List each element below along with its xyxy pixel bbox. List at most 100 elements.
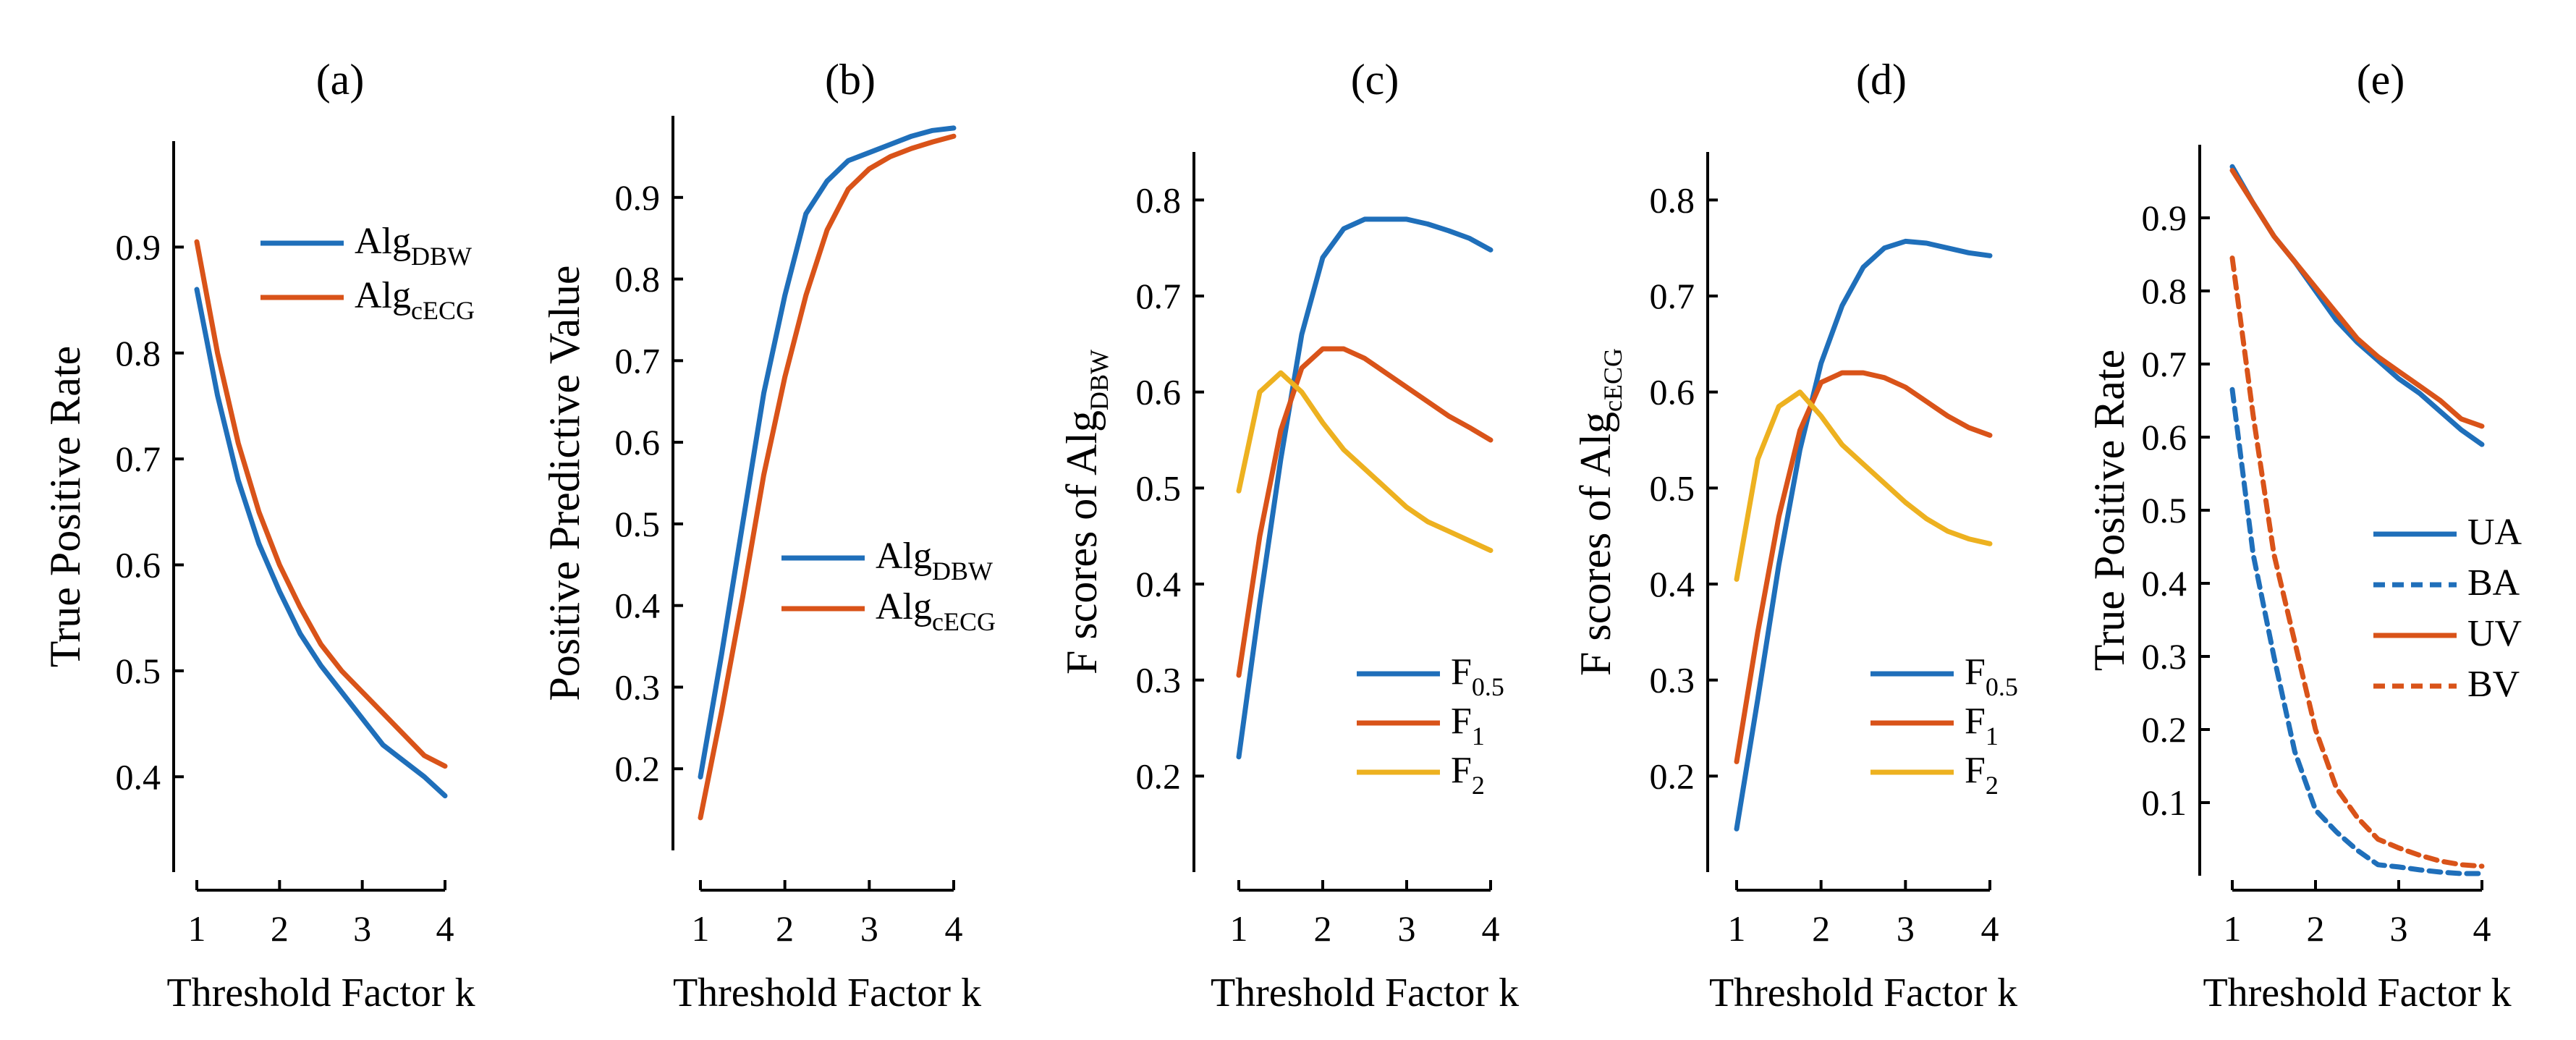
legend-label: F2 (1451, 750, 1485, 800)
y-tick-label: 0.6 (2142, 417, 2187, 457)
legend-label: UV (2467, 613, 2522, 654)
chart-title: (b) (825, 56, 876, 103)
y-axis-label: F scores of AlgDBW (1058, 350, 1114, 675)
legend-label: UA (2467, 512, 2522, 553)
y-tick-label: 0.1 (2142, 782, 2187, 823)
x-tick-label: 1 (692, 908, 710, 949)
x-tick-label: 4 (436, 908, 454, 949)
series-line-algdbw (194, 287, 448, 799)
chart-title: (c) (1351, 56, 1399, 103)
series-line-algdbw (698, 125, 957, 779)
x-tick-label: 2 (2307, 908, 2325, 949)
series-line-algcecg (698, 133, 957, 821)
y-tick-label: 0.7 (2142, 344, 2187, 384)
y-tick-label: 0.8 (1650, 179, 1695, 220)
legend-label: F1 (1965, 701, 1999, 751)
series-line-f1 (1734, 370, 1993, 764)
y-tick-label: 0.3 (1136, 660, 1182, 701)
legend-label: AlgDBW (355, 221, 472, 271)
x-tick-label: 2 (271, 908, 289, 949)
x-tick-label: 4 (1981, 908, 1999, 949)
y-tick-label: 0.5 (1650, 468, 1695, 508)
y-tick-label: 0.9 (615, 177, 661, 218)
x-axis-label: Threshold Factor k (1211, 971, 1519, 1015)
legend-label: BV (2467, 664, 2520, 705)
y-tick-label: 0.9 (2142, 198, 2187, 238)
x-tick-label: 1 (188, 908, 206, 949)
y-tick-label: 0.8 (2142, 271, 2187, 311)
x-tick-label: 4 (2473, 908, 2491, 949)
y-axis-label: Positive Predictive Value (541, 265, 588, 701)
y-tick-label: 0.5 (116, 651, 161, 691)
chart-panel-3: (c) 0.2 0.3 0.4 0.5 0.6 0.7 0.8 1 2 3 4 Threshold Fa… (1058, 56, 1519, 1015)
x-tick-label: 3 (353, 908, 371, 949)
legend: UA BA UV BV (2373, 512, 2522, 705)
y-tick-label: 0.2 (2142, 709, 2187, 750)
y-tick-label: 0.7 (615, 340, 661, 381)
y-tick-label: 0.2 (1136, 756, 1182, 796)
y-tick-label: 0.6 (1650, 372, 1695, 413)
y-tick-label: 0.9 (116, 227, 161, 267)
x-tick-label: 4 (945, 908, 963, 949)
y-tick-label: 0.4 (615, 585, 661, 626)
chart-title: (d) (1856, 56, 1907, 103)
series-line-ba (2229, 386, 2485, 876)
x-tick-label: 3 (1897, 908, 1915, 949)
legend-label: AlgcECG (355, 275, 475, 325)
y-tick-label: 0.4 (1650, 564, 1695, 604)
y-tick-label: 0.4 (116, 756, 161, 797)
series-line-f2 (1734, 389, 1993, 582)
y-tick-label: 0.5 (1136, 468, 1182, 508)
x-axis-label: Threshold Factor k (673, 971, 981, 1015)
y-tick-label: 0.3 (2142, 636, 2187, 677)
chart-panel-5: (e) 0.1 0.2 0.3 0.4 0.5 0.6 0.7 0.8 0.9 1 2 3 4 Thresh… (2085, 56, 2522, 1015)
chart-title: (e) (2357, 56, 2405, 103)
series-line-uv (2229, 167, 2485, 429)
x-tick-label: 3 (2390, 908, 2408, 949)
x-axis-label: Threshold Factor k (2203, 971, 2511, 1015)
legend-label: BA (2467, 562, 2520, 604)
x-tick-label: 2 (776, 908, 794, 949)
series-line-f2 (1236, 370, 1494, 554)
y-tick-label: 0.2 (1650, 756, 1695, 796)
legend-label: F0.5 (1965, 651, 2018, 701)
y-tick-label: 0.7 (1650, 276, 1695, 316)
y-tick-label: 0.8 (615, 259, 661, 300)
y-tick-label: 0.6 (116, 545, 161, 585)
y-tick-label: 0.6 (615, 422, 661, 462)
y-tick-label: 0.8 (116, 333, 161, 373)
y-axis-label: True Positive Rate (41, 346, 89, 667)
y-axis-label: F scores of AlgcECG (1572, 348, 1627, 676)
legend-label: AlgDBW (876, 536, 993, 585)
chart-panel-1: (a) 0.4 0.5 0.6 0.7 0.8 0.9 1 2 3 4 Threshold Facto… (41, 56, 475, 1015)
x-tick-label: 3 (1398, 908, 1416, 949)
chart-panel-4: (d) 0.2 0.3 0.4 0.5 0.6 0.7 0.8 1 2 3 4 Threshold Fa… (1572, 56, 2018, 1015)
series-line-f1 (1236, 346, 1494, 678)
x-tick-label: 3 (860, 908, 878, 949)
y-tick-label: 0.3 (1650, 660, 1695, 701)
series-line-f05 (1236, 216, 1494, 760)
legend-label: AlgcECG (876, 586, 996, 636)
y-tick-label: 0.5 (615, 504, 661, 544)
y-axis-label: True Positive Rate (2085, 350, 2133, 671)
series-line-algcecg (194, 239, 448, 769)
legend-label: F0.5 (1451, 651, 1504, 701)
x-tick-label: 2 (1812, 908, 1830, 949)
y-tick-label: 0.2 (615, 748, 661, 789)
y-tick-label: 0.5 (2142, 490, 2187, 530)
y-tick-label: 0.8 (1136, 179, 1182, 220)
y-tick-label: 0.7 (1136, 276, 1182, 316)
series-line-f05 (1734, 238, 1993, 832)
y-tick-label: 0.6 (1136, 372, 1182, 413)
x-tick-label: 2 (1314, 908, 1332, 949)
series-line-bv (2229, 255, 2485, 869)
chart-panel-2: (b) 0.2 0.3 0.4 0.5 0.6 0.7 0.8 0.9 1 2 3 4 Threshold… (541, 56, 996, 1015)
x-axis-label: Threshold Factor k (1709, 971, 2017, 1015)
x-tick-label: 1 (1728, 908, 1746, 949)
y-tick-label: 0.4 (1136, 564, 1182, 604)
x-tick-label: 1 (2224, 908, 2242, 949)
chart-title: (a) (316, 56, 365, 103)
